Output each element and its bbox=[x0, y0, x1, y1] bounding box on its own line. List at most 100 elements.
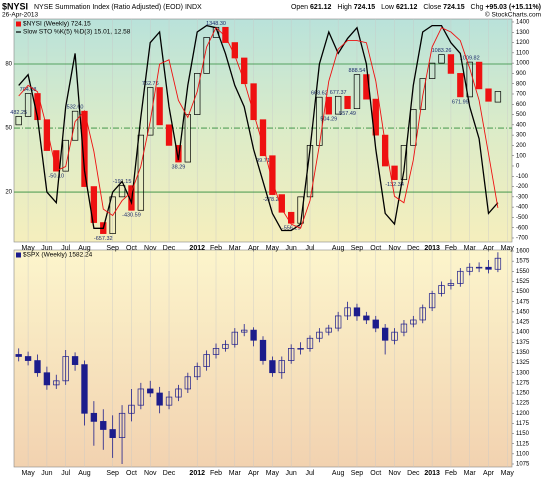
candle-body bbox=[109, 429, 116, 438]
x-tick-label: Dec bbox=[407, 245, 420, 252]
candle-body bbox=[184, 376, 191, 390]
y-tick-label: 1450 bbox=[516, 309, 530, 315]
candle-body bbox=[344, 95, 351, 109]
candle-body bbox=[90, 186, 98, 223]
y-tick-label: 800 bbox=[516, 81, 527, 87]
x-tick-label: Oct bbox=[370, 470, 381, 477]
legend-label: $SPX (Weekly) 1582.24 bbox=[23, 252, 93, 259]
candle-body bbox=[62, 356, 69, 382]
candle-body bbox=[118, 412, 126, 438]
x-tick-label: Jun bbox=[41, 245, 52, 252]
y-tick-label: 1475 bbox=[516, 299, 530, 305]
candle-body bbox=[147, 87, 154, 136]
candle-body bbox=[100, 421, 107, 430]
candle-body bbox=[278, 194, 285, 213]
x-tick-label: Sep bbox=[351, 470, 364, 477]
candle-body bbox=[165, 124, 173, 146]
y-tick-label: -500 bbox=[516, 215, 529, 221]
data-label: -556.29 bbox=[282, 226, 301, 232]
x-tick-label: Oct bbox=[126, 470, 137, 477]
data-label: 532.60 bbox=[67, 105, 84, 111]
y-tick-label: 1425 bbox=[516, 320, 530, 326]
candle-body bbox=[222, 26, 229, 43]
data-label: 99.71 bbox=[256, 158, 270, 164]
candle-body bbox=[34, 360, 41, 374]
candle-body bbox=[410, 319, 417, 325]
x-tick-label: Apr bbox=[483, 245, 495, 252]
candle-body bbox=[90, 412, 98, 422]
stat-value: 724.15 bbox=[354, 4, 376, 11]
y-tick-label: 600 bbox=[516, 102, 527, 108]
candle-body bbox=[109, 196, 116, 234]
data-label: 762.76 bbox=[142, 81, 159, 87]
candle-body bbox=[400, 323, 408, 333]
x-tick-label: Jun bbox=[286, 470, 297, 477]
stat-label: Open bbox=[291, 4, 308, 11]
x-tick-label: May bbox=[266, 470, 280, 477]
x-tick-label: Dec bbox=[407, 470, 420, 477]
stat-label: Chg bbox=[471, 4, 484, 11]
candle-body bbox=[203, 354, 210, 367]
y2-tick-label: 20 bbox=[5, 190, 12, 196]
x-tick-label: Feb bbox=[445, 470, 457, 477]
y-tick-label: 1100 bbox=[516, 451, 530, 457]
x-tick-label: May bbox=[501, 470, 515, 477]
candle-body bbox=[288, 211, 295, 224]
stat-value: 621.12 bbox=[310, 4, 332, 11]
y-tick-label: 1150 bbox=[516, 431, 530, 437]
candle-body bbox=[53, 380, 60, 386]
data-label: 1009.82 bbox=[460, 56, 480, 62]
chart-subtitle: NYSE Summation Index (Ratio Adjusted) (E… bbox=[34, 4, 202, 11]
x-tick-label: 2012 bbox=[189, 245, 205, 252]
candle-body bbox=[475, 266, 483, 269]
stat-value: 724.15 bbox=[443, 4, 465, 11]
candle-body bbox=[494, 91, 502, 103]
x-tick-label: 2013 bbox=[424, 470, 440, 477]
data-label: 704.68 bbox=[20, 87, 37, 93]
legend-swatch bbox=[16, 21, 21, 27]
candle-body bbox=[250, 329, 257, 341]
candle-body bbox=[485, 88, 492, 102]
candle-body bbox=[344, 307, 351, 317]
y-tick-label: 0 bbox=[516, 164, 520, 170]
candle-body bbox=[137, 388, 145, 406]
chart-title: $NYSI bbox=[2, 1, 28, 11]
x-tick-label: Feb bbox=[210, 470, 222, 477]
candle-body bbox=[457, 73, 464, 98]
data-label: 888.54 bbox=[349, 68, 366, 74]
candle-body bbox=[241, 329, 248, 333]
candle-body bbox=[278, 360, 285, 374]
x-tick-label: May bbox=[21, 245, 35, 252]
x-tick-label: 2013 bbox=[424, 245, 440, 252]
candle-body bbox=[410, 109, 417, 146]
candle-body bbox=[381, 134, 389, 167]
x-tick-label: Dec bbox=[163, 470, 176, 477]
x-tick-label: May bbox=[266, 245, 280, 252]
candle-body bbox=[81, 364, 88, 414]
candle-body bbox=[428, 62, 436, 79]
x-tick-label: Dec bbox=[163, 245, 176, 252]
candle-body bbox=[269, 155, 276, 195]
y-tick-label: -700 bbox=[516, 236, 529, 242]
legend-label: 12.58 bbox=[114, 29, 131, 36]
y-tick-label: 1400 bbox=[516, 20, 530, 26]
stat-value: 621.12 bbox=[396, 4, 418, 11]
stat-label: High bbox=[337, 4, 352, 11]
chart-date: 26-Apr-2013 bbox=[2, 12, 39, 19]
data-label: -50.10 bbox=[48, 174, 64, 180]
candle-body bbox=[184, 114, 191, 163]
candle-body bbox=[447, 283, 455, 286]
y-tick-label: 200 bbox=[516, 143, 527, 149]
x-tick-label: Jul bbox=[61, 470, 70, 477]
y-tick-label: -400 bbox=[516, 205, 529, 211]
x-tick-label: Aug bbox=[332, 470, 345, 477]
candle-body bbox=[419, 78, 426, 110]
candle-body bbox=[457, 270, 464, 284]
data-label: 482.25 bbox=[10, 110, 27, 116]
candle-body bbox=[194, 366, 201, 378]
candle-body bbox=[297, 348, 304, 350]
y-tick-label: 1200 bbox=[516, 411, 530, 417]
x-tick-label: Sep bbox=[106, 470, 119, 477]
legend-label: Slow STO %K(5) %D(3) 15.01, bbox=[23, 29, 112, 36]
